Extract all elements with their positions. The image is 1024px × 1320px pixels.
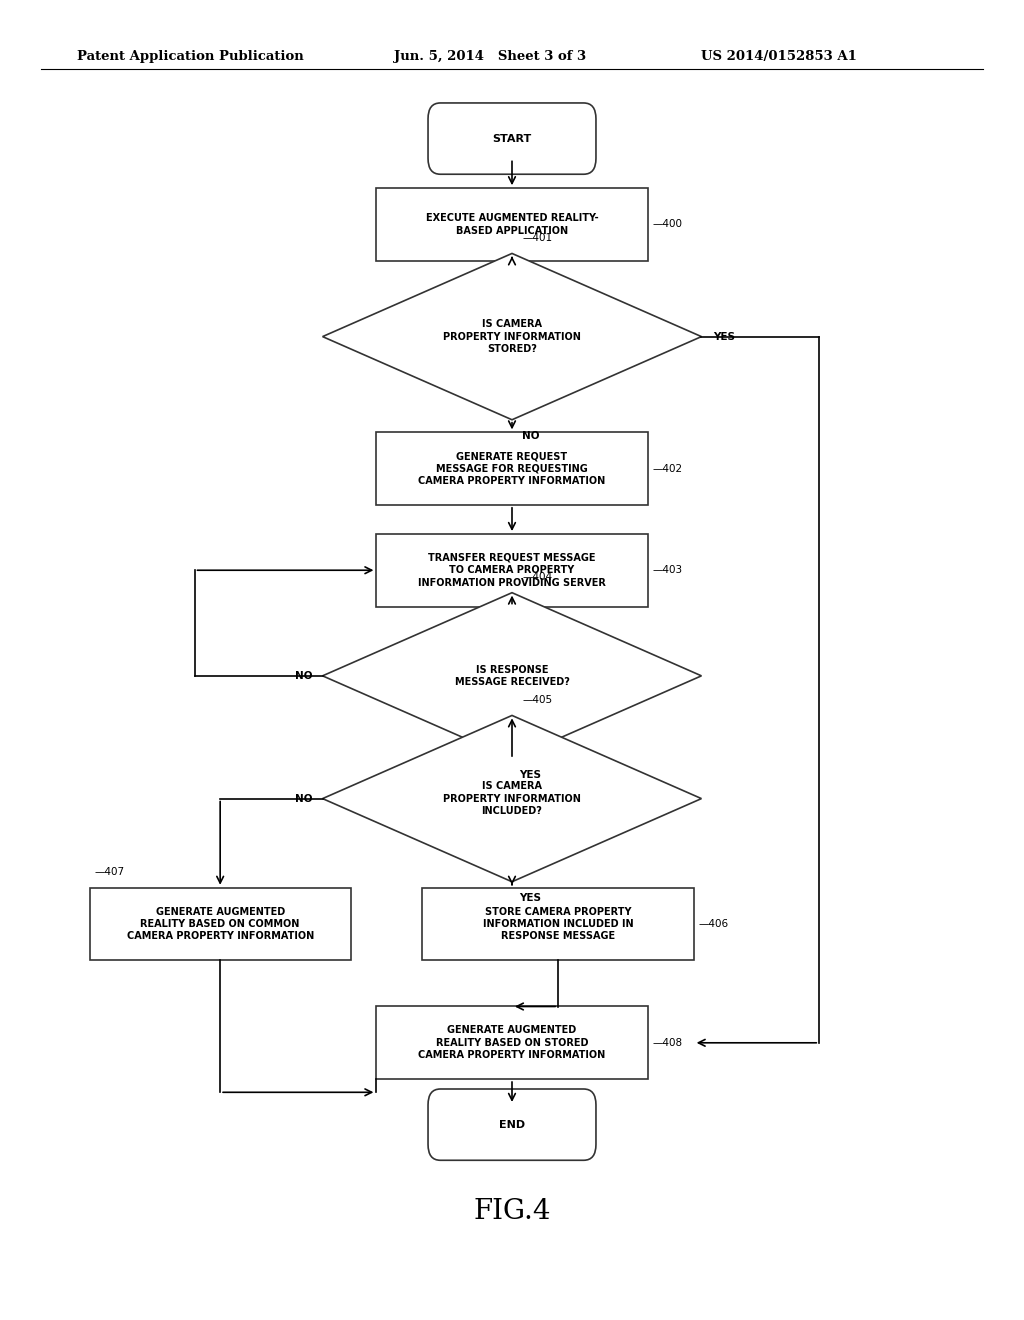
Text: END: END — [499, 1119, 525, 1130]
Text: TRANSFER REQUEST MESSAGE
TO CAMERA PROPERTY
INFORMATION PROVIDING SERVER: TRANSFER REQUEST MESSAGE TO CAMERA PROPE… — [418, 553, 606, 587]
Text: —402: —402 — [653, 463, 683, 474]
Text: NO: NO — [295, 671, 313, 681]
FancyBboxPatch shape — [428, 103, 596, 174]
Text: NO: NO — [295, 793, 313, 804]
Text: —406: —406 — [698, 919, 729, 929]
Text: FIG.4: FIG.4 — [473, 1199, 551, 1225]
Bar — [90, 888, 350, 961]
Text: —401: —401 — [522, 232, 552, 243]
Text: Jun. 5, 2014   Sheet 3 of 3: Jun. 5, 2014 Sheet 3 of 3 — [394, 50, 587, 63]
Bar — [377, 433, 648, 504]
Text: —400: —400 — [653, 219, 683, 230]
Text: GENERATE AUGMENTED
REALITY BASED ON STORED
CAMERA PROPERTY INFORMATION: GENERATE AUGMENTED REALITY BASED ON STOR… — [419, 1026, 605, 1060]
Text: —405: —405 — [522, 694, 552, 705]
Text: IS CAMERA
PROPERTY INFORMATION
STORED?: IS CAMERA PROPERTY INFORMATION STORED? — [443, 319, 581, 354]
Bar — [377, 535, 648, 607]
Text: IS CAMERA
PROPERTY INFORMATION
INCLUDED?: IS CAMERA PROPERTY INFORMATION INCLUDED? — [443, 781, 581, 816]
Bar — [423, 888, 694, 961]
Text: —404: —404 — [522, 572, 552, 582]
Text: GENERATE AUGMENTED
REALITY BASED ON COMMON
CAMERA PROPERTY INFORMATION: GENERATE AUGMENTED REALITY BASED ON COMM… — [127, 907, 313, 941]
Bar — [377, 1006, 648, 1080]
Text: IS RESPONSE
MESSAGE RECEIVED?: IS RESPONSE MESSAGE RECEIVED? — [455, 665, 569, 686]
Text: NO: NO — [521, 430, 540, 441]
Text: YES: YES — [713, 331, 735, 342]
Text: YES: YES — [519, 770, 542, 780]
Polygon shape — [323, 715, 701, 882]
FancyBboxPatch shape — [428, 1089, 596, 1160]
Text: YES: YES — [519, 892, 542, 903]
Polygon shape — [323, 593, 701, 759]
Text: Patent Application Publication: Patent Application Publication — [77, 50, 303, 63]
Text: US 2014/0152853 A1: US 2014/0152853 A1 — [701, 50, 857, 63]
Polygon shape — [323, 253, 701, 420]
Text: —403: —403 — [653, 565, 683, 576]
Text: START: START — [493, 133, 531, 144]
Text: —407: —407 — [94, 867, 125, 876]
Text: STORE CAMERA PROPERTY
INFORMATION INCLUDED IN
RESPONSE MESSAGE: STORE CAMERA PROPERTY INFORMATION INCLUD… — [482, 907, 634, 941]
Bar — [377, 187, 648, 261]
Text: EXECUTE AUGMENTED REALITY-
BASED APPLICATION: EXECUTE AUGMENTED REALITY- BASED APPLICA… — [426, 214, 598, 235]
Text: —408: —408 — [653, 1038, 683, 1048]
Text: GENERATE REQUEST
MESSAGE FOR REQUESTING
CAMERA PROPERTY INFORMATION: GENERATE REQUEST MESSAGE FOR REQUESTING … — [419, 451, 605, 486]
